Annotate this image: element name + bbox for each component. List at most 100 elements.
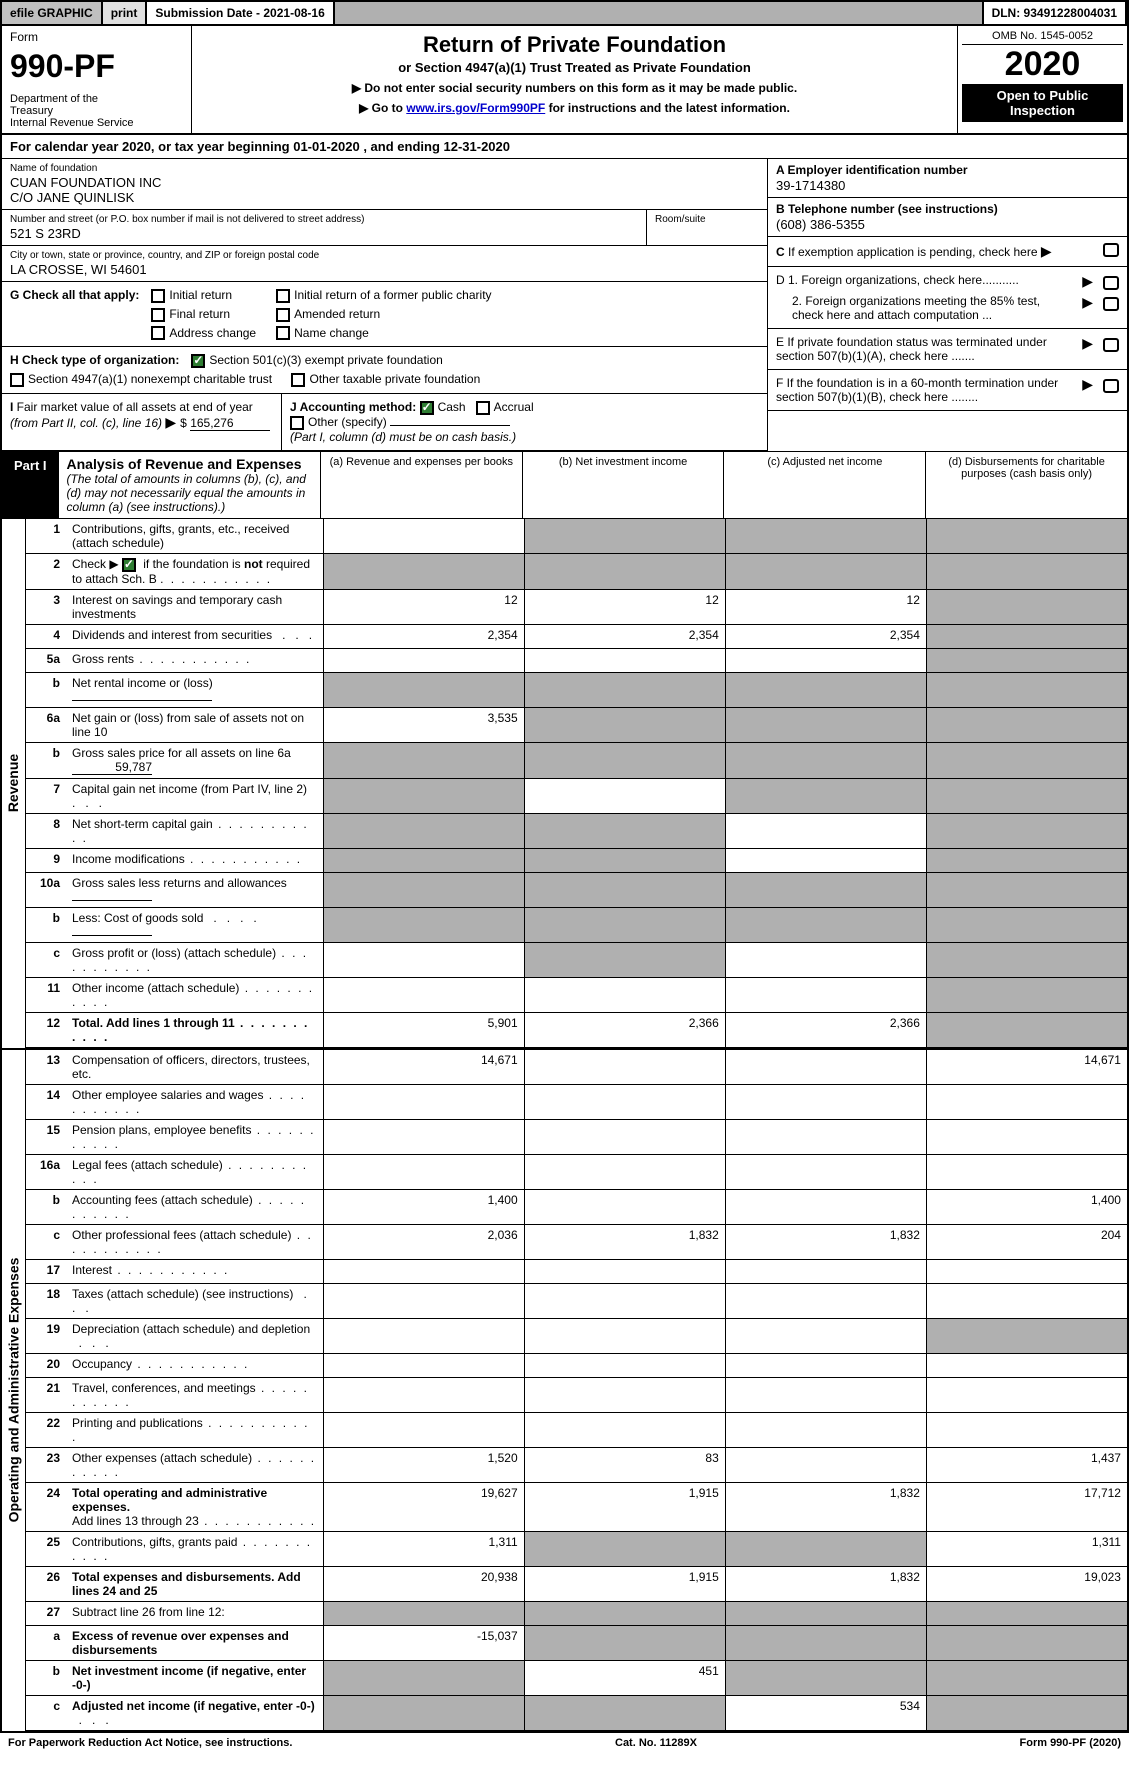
checkbox-501c3[interactable] bbox=[191, 354, 205, 368]
h-4947: Section 4947(a)(1) nonexempt charitable … bbox=[28, 372, 272, 386]
line-24: 24Total operating and administrative exp… bbox=[26, 1483, 1127, 1532]
line-7: 7Capital gain net income (from Part IV, … bbox=[26, 779, 1127, 814]
checkbox-e[interactable] bbox=[1103, 338, 1119, 352]
part1-label: Part I bbox=[2, 452, 59, 518]
d-foreign: D 1. Foreign organizations, check here..… bbox=[768, 267, 1127, 329]
phone-label: B Telephone number (see instructions) bbox=[776, 202, 1119, 216]
line-3: 3Interest on savings and temporary cash … bbox=[26, 590, 1127, 625]
note-ssn: ▶ Do not enter social security numbers o… bbox=[204, 81, 945, 95]
f-termination: F If the foundation is in a 60-month ter… bbox=[768, 370, 1127, 411]
note-goto-pre: ▶ Go to bbox=[359, 101, 406, 115]
expenses-label: Operating and Administrative Expenses bbox=[6, 1258, 22, 1523]
revenue-vertical: Revenue bbox=[2, 519, 26, 1048]
dln: DLN: 93491228004031 bbox=[984, 2, 1127, 24]
part1-desc: Analysis of Revenue and Expenses (The to… bbox=[59, 452, 321, 518]
name-value: CUAN FOUNDATION INCC/O JANE QUINLISK bbox=[10, 175, 759, 205]
d1-text: D 1. Foreign organizations, check here..… bbox=[776, 273, 1082, 290]
room-label: Room/suite bbox=[655, 214, 759, 225]
j-cash: Cash bbox=[438, 400, 466, 414]
city-label: City or town, state or province, country… bbox=[10, 250, 759, 261]
line-19: 19Depreciation (attach schedule) and dep… bbox=[26, 1319, 1127, 1354]
checkbox-other-taxable[interactable] bbox=[291, 373, 305, 387]
f-text: F If the foundation is in a 60-month ter… bbox=[776, 376, 1082, 404]
print-label[interactable]: print bbox=[103, 2, 148, 24]
checkbox-d1[interactable] bbox=[1103, 276, 1119, 290]
checkbox-final[interactable] bbox=[151, 308, 165, 322]
checkbox-4947[interactable] bbox=[10, 373, 24, 387]
tax-year: 2020 bbox=[962, 45, 1123, 84]
line-5b: bNet rental income or (loss) bbox=[26, 673, 1127, 708]
g-checkboxes: G Check all that apply: Initial return F… bbox=[2, 282, 767, 347]
checkbox-initial-former[interactable] bbox=[276, 289, 290, 303]
header-right: OMB No. 1545-0052 2020 Open to Public In… bbox=[957, 26, 1127, 133]
j-accrual: Accrual bbox=[494, 400, 534, 414]
header-center: Return of Private Foundation or Section … bbox=[192, 26, 957, 133]
line-10a: 10aGross sales less returns and allowanc… bbox=[26, 873, 1127, 908]
j-other: Other (specify) bbox=[308, 415, 387, 429]
irs-link[interactable]: www.irs.gov/Form990PF bbox=[406, 101, 545, 115]
part1-header: Part I Analysis of Revenue and Expenses … bbox=[0, 451, 1129, 519]
j-accounting: J Accounting method: Cash Accrual Other … bbox=[282, 394, 767, 450]
g-address: Address change bbox=[169, 326, 256, 340]
checkbox-address[interactable] bbox=[151, 326, 165, 340]
footer-left: For Paperwork Reduction Act Notice, see … bbox=[8, 1737, 292, 1749]
checkbox-accrual[interactable] bbox=[476, 401, 490, 415]
g-label: G Check all that apply: bbox=[10, 288, 139, 302]
phone-block: B Telephone number (see instructions) (6… bbox=[768, 198, 1127, 237]
checkbox-d2[interactable] bbox=[1103, 297, 1119, 311]
addr-label: Number and street (or P.O. box number if… bbox=[10, 214, 638, 225]
calendar-year: For calendar year 2020, or tax year begi… bbox=[0, 135, 1129, 159]
col-c-header: (c) Adjusted net income bbox=[724, 452, 926, 518]
checkbox-c[interactable] bbox=[1103, 243, 1119, 257]
ein-label: A Employer identification number bbox=[776, 163, 1119, 177]
line-16c: cOther professional fees (attach schedul… bbox=[26, 1225, 1127, 1260]
page-footer: For Paperwork Reduction Act Notice, see … bbox=[0, 1733, 1129, 1753]
line-10b: bLess: Cost of goods sold . . . . bbox=[26, 908, 1127, 943]
efile-label: efile GRAPHIC bbox=[2, 2, 103, 24]
checkbox-cash[interactable] bbox=[420, 401, 434, 415]
line-6a: 6aNet gain or (loss) from sale of assets… bbox=[26, 708, 1127, 743]
line-27c: cAdjusted net income (if negative, enter… bbox=[26, 1696, 1127, 1731]
checkbox-amended[interactable] bbox=[276, 308, 290, 322]
line-2: 2Check ▶ if the foundation is not requir… bbox=[26, 554, 1127, 590]
note-goto: ▶ Go to www.irs.gov/Form990PF for instru… bbox=[204, 101, 945, 115]
line-8: 8Net short-term capital gain bbox=[26, 814, 1127, 849]
checkbox-other-method[interactable] bbox=[290, 416, 304, 430]
g-amended: Amended return bbox=[294, 307, 380, 321]
line-4: 4Dividends and interest from securities … bbox=[26, 625, 1127, 649]
note-goto-post: for instructions and the latest informat… bbox=[545, 101, 790, 115]
g-final: Final return bbox=[169, 307, 230, 321]
city-value: LA CROSSE, WI 54601 bbox=[10, 262, 759, 277]
checkbox-name-change[interactable] bbox=[276, 326, 290, 340]
revenue-section: Revenue 1Contributions, gifts, grants, e… bbox=[2, 519, 1127, 1050]
line-6b-val: 59,787 bbox=[72, 760, 152, 775]
line-5a: 5aGross rents bbox=[26, 649, 1127, 673]
foundation-name: Name of foundation CUAN FOUNDATION INCC/… bbox=[2, 159, 767, 210]
line-16a: 16aLegal fees (attach schedule) bbox=[26, 1155, 1127, 1190]
form-header: Form 990-PF Department of theTreasuryInt… bbox=[0, 26, 1129, 135]
address-row: Number and street (or P.O. box number if… bbox=[2, 210, 767, 246]
ij-row: I Fair market value of all assets at end… bbox=[2, 394, 767, 451]
info-right: A Employer identification number 39-1714… bbox=[767, 159, 1127, 451]
line-18: 18Taxes (attach schedule) (see instructi… bbox=[26, 1284, 1127, 1319]
checkbox-initial[interactable] bbox=[151, 289, 165, 303]
ein-value: 39-1714380 bbox=[776, 178, 1119, 193]
h-other: Other taxable private foundation bbox=[309, 372, 480, 386]
footer-center: Cat. No. 11289X bbox=[615, 1737, 697, 1749]
h-501c3: Section 501(c)(3) exempt private foundat… bbox=[209, 353, 442, 367]
line-26: 26Total expenses and disbursements. Add … bbox=[26, 1567, 1127, 1602]
line-25: 25Contributions, gifts, grants paid 1,31… bbox=[26, 1532, 1127, 1567]
d2-text: 2. Foreign organizations meeting the 85%… bbox=[776, 294, 1082, 322]
checkbox-f[interactable] bbox=[1103, 379, 1119, 393]
g-initial: Initial return bbox=[169, 288, 232, 302]
line-27a: aExcess of revenue over expenses and dis… bbox=[26, 1626, 1127, 1661]
line-6b: bGross sales price for all assets on lin… bbox=[26, 743, 1127, 779]
g-initial-former: Initial return of a former public charit… bbox=[294, 288, 491, 302]
topbar: efile GRAPHIC print Submission Date - 20… bbox=[0, 0, 1129, 26]
line-27b: bNet investment income (if negative, ent… bbox=[26, 1661, 1127, 1696]
city-state: City or town, state or province, country… bbox=[2, 246, 767, 282]
i-fmv: I Fair market value of all assets at end… bbox=[2, 394, 282, 450]
form-number: 990-PF bbox=[10, 48, 183, 85]
line-1: 1Contributions, gifts, grants, etc., rec… bbox=[26, 519, 1127, 554]
checkbox-schb[interactable] bbox=[122, 558, 136, 572]
